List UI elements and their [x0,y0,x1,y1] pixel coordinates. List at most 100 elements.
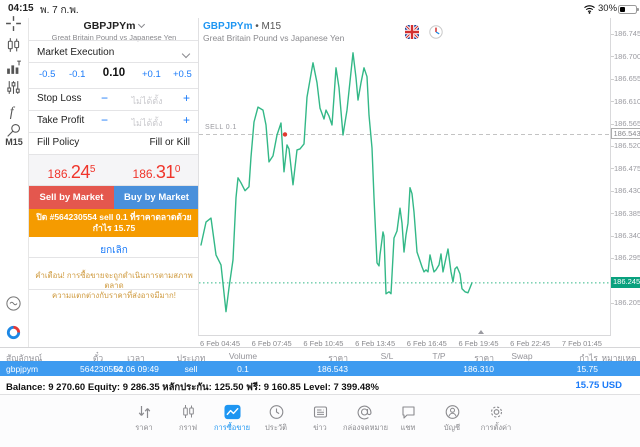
nav-label: ราคา [135,423,153,432]
position-cell: 0.1 [237,364,249,374]
sell-position-line-label: SELL 0.1 [203,124,239,132]
total-profit: 15.75 USD [575,380,622,391]
fill-policy-label: Fill Policy [37,137,80,148]
nav-accounts[interactable]: บัญชี [431,403,473,434]
buy-by-market-button[interactable]: Buy by Market [114,186,199,209]
price-tick-label: 186.745 [614,29,640,39]
price-tick-label: 186.295 [614,253,640,263]
settings-icon [475,403,517,421]
price-tick-label: 186.655 [614,74,640,84]
community-icon[interactable] [5,324,22,341]
symbol-description: Great Britain Pound vs Japanese Yen [51,33,177,42]
sliders-icon[interactable] [5,79,22,96]
price-tick-label: 186.565 [614,119,640,128]
market-warning-text: คำเตือน! การซื้อขายจะถูกดำเนินการตามสภาพ… [35,271,193,300]
sell-price-axis-box: 186.543 [611,128,640,140]
status-bar: 04:15 พ. 7 ก.พ. 30% [0,0,640,18]
trade-icon [211,403,253,421]
nav-news[interactable]: ข่าว [299,403,341,434]
indicators-icon[interactable] [5,59,22,76]
candlestick-tool-icon[interactable] [5,37,22,54]
accounts-icon [431,403,473,421]
price-tick [611,78,614,80]
sell-by-market-button[interactable]: Sell by Market [29,186,114,209]
chart-subtitle: Great Britain Pound vs Japanese Yen [203,33,345,43]
price-tick [611,101,614,103]
bid-ask-quotes: 186.245 186.310 [29,154,199,186]
timeframe-button[interactable]: M15 [5,137,23,147]
nav-settings[interactable]: การตั้งค่า [475,403,517,434]
time-tick-label: 6 Feb 10:45 [303,339,344,348]
cancel-button[interactable]: ยกเลิก [100,245,128,256]
time-tick-label: 6 Feb 22:45 [510,339,551,348]
volume-inc-small-button[interactable]: +0.1 [142,69,161,80]
volume-dec-large-button[interactable]: -0.5 [39,69,56,80]
column-header: ราคา [328,352,348,363]
nav-label: แชท [400,423,416,432]
column-header: T/P [432,350,446,361]
nav-mailbox[interactable]: กล่องจดหมาย [343,403,389,434]
position-cell: gbpjpym [6,364,39,374]
price-tick-label: 186.700 [614,51,640,61]
chat-signal-icon[interactable] [5,295,22,312]
stop-loss-minus-button[interactable]: − [101,91,109,105]
take-profit-label: Take Profit [37,115,85,126]
nav-charts[interactable]: กราฟ [167,403,209,434]
price-tick-label: 186.430 [614,186,640,196]
nav-label: การซื้อขาย [213,423,251,432]
clock-time: 04:15 [8,3,34,14]
nav-label: กล่องจดหมาย [343,423,389,432]
column-header: ราคา [474,352,494,363]
function-icon[interactable]: f [5,102,22,119]
column-header: Swap [511,350,533,361]
stop-loss-value[interactable]: ไม่ได้ตั้ง [131,96,163,106]
nav-chat[interactable]: แชท [387,403,429,434]
price-tick-label: 186.385 [614,208,640,218]
position-cell: 186.543 [317,364,348,374]
status-date: พ. 7 ก.พ. [40,5,79,16]
nav-trade[interactable]: การซื้อขาย [211,403,253,434]
column-header: ประเภท [176,352,206,363]
nav-label: ข่าว [313,423,327,432]
price-tick-label: 186.340 [614,231,640,240]
bid-price: 186.245 [47,162,96,182]
order-type-select[interactable]: Market Execution [37,47,115,58]
take-profit-minus-button[interactable]: − [101,113,109,127]
wifi-icon [583,4,596,17]
mailbox-icon [343,403,385,421]
nav-history[interactable]: ประวัติ [255,403,297,434]
price-tick [611,123,614,125]
crosshair-icon[interactable] [5,15,22,32]
price-tick [611,302,614,304]
position-cell: 564230554 [80,364,123,374]
price-chart[interactable]: SELL 0.1 [198,18,612,336]
take-profit-plus-button[interactable]: + [182,113,190,127]
price-tick [611,168,614,170]
balance-summary: Balance: 9 270.60 Equity: 9 286.35 หลักป… [6,382,379,393]
position-cell: sell [184,364,198,374]
open-position-row[interactable]: gbpjpym 564230554 02.06 09:49 sell 0.1 186.54… [0,361,640,376]
time-tick-label: 7 Feb 01:45 [561,339,602,348]
volume-dec-small-button[interactable]: -0.1 [69,69,86,80]
fill-policy-select[interactable]: Fill or Kill [149,137,190,148]
price-tick [611,235,614,237]
take-profit-value[interactable]: ไม่ได้ตั้ง [131,118,163,128]
positions-table-header: สัญลักษณ์ ตั๋ว เวลา ประเภท Volume ราคา S/L T/P ร… [0,347,640,363]
column-header: Volume [228,350,258,361]
symbol-selector[interactable]: GBPJPYm [29,20,199,32]
gbp-flag-icon [405,25,419,39]
quotes-icon [123,403,165,421]
nav-label: บัญชี [443,423,461,432]
price-tick [611,56,614,58]
chevron-down-icon [138,20,146,29]
nav-label: กราฟ [178,423,198,432]
time-marker-icon [477,330,484,334]
volume-inc-large-button[interactable]: +0.5 [173,69,192,80]
chat-icon [387,403,429,421]
nav-label: ประวัติ [265,423,287,432]
objects-icon[interactable] [5,122,22,139]
nav-quotes[interactable]: ราคา [123,403,165,434]
volume-value[interactable]: 0.10 [102,67,126,79]
close-position-notification: ปิด #564230554 sell 0.1 ที่ราคาตลาดด้วย … [29,209,199,237]
stop-loss-plus-button[interactable]: + [182,91,190,105]
